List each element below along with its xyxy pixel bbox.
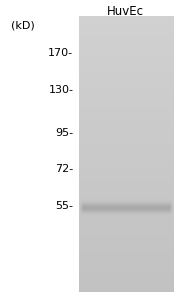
Text: 170-: 170- <box>48 47 73 58</box>
Text: 95-: 95- <box>55 128 73 139</box>
Text: 130-: 130- <box>48 85 73 95</box>
Text: 55-: 55- <box>55 200 73 211</box>
Text: HuvEc: HuvEc <box>107 5 144 18</box>
Text: (kD): (kD) <box>11 21 35 31</box>
Text: 72-: 72- <box>55 164 73 175</box>
